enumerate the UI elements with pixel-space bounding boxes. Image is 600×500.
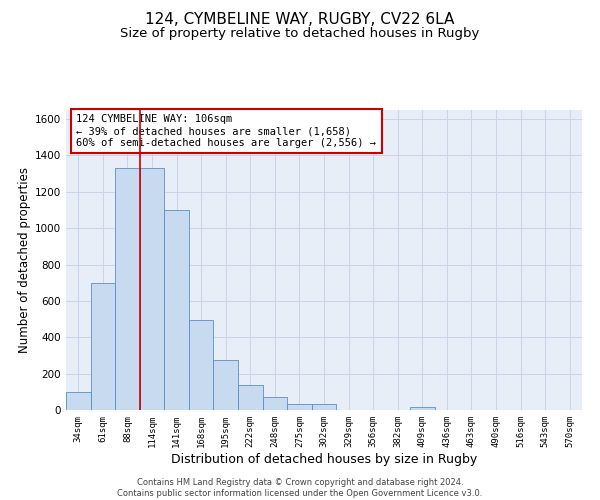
Bar (164, 210, 189, 410)
Bar (214, 360, 238, 410)
Y-axis label: Number of detached properties: Number of detached properties (18, 167, 31, 353)
Bar (189, 320, 214, 410)
Bar (312, 404, 336, 410)
Bar (287, 404, 312, 410)
Bar (263, 397, 287, 410)
Bar (140, 168, 164, 410)
Text: Contains HM Land Registry data © Crown copyright and database right 2024.
Contai: Contains HM Land Registry data © Crown c… (118, 478, 482, 498)
Text: 124 CYMBELINE WAY: 106sqm
← 39% of detached houses are smaller (1,658)
60% of se: 124 CYMBELINE WAY: 106sqm ← 39% of detac… (76, 114, 376, 148)
Bar (66, 392, 91, 410)
Text: Size of property relative to detached houses in Rugby: Size of property relative to detached ho… (121, 28, 479, 40)
Bar (115, 168, 140, 410)
Bar (410, 408, 434, 410)
Bar (91, 282, 115, 410)
Bar (238, 385, 263, 410)
Text: 124, CYMBELINE WAY, RUGBY, CV22 6LA: 124, CYMBELINE WAY, RUGBY, CV22 6LA (145, 12, 455, 28)
X-axis label: Distribution of detached houses by size in Rugby: Distribution of detached houses by size … (171, 452, 477, 466)
